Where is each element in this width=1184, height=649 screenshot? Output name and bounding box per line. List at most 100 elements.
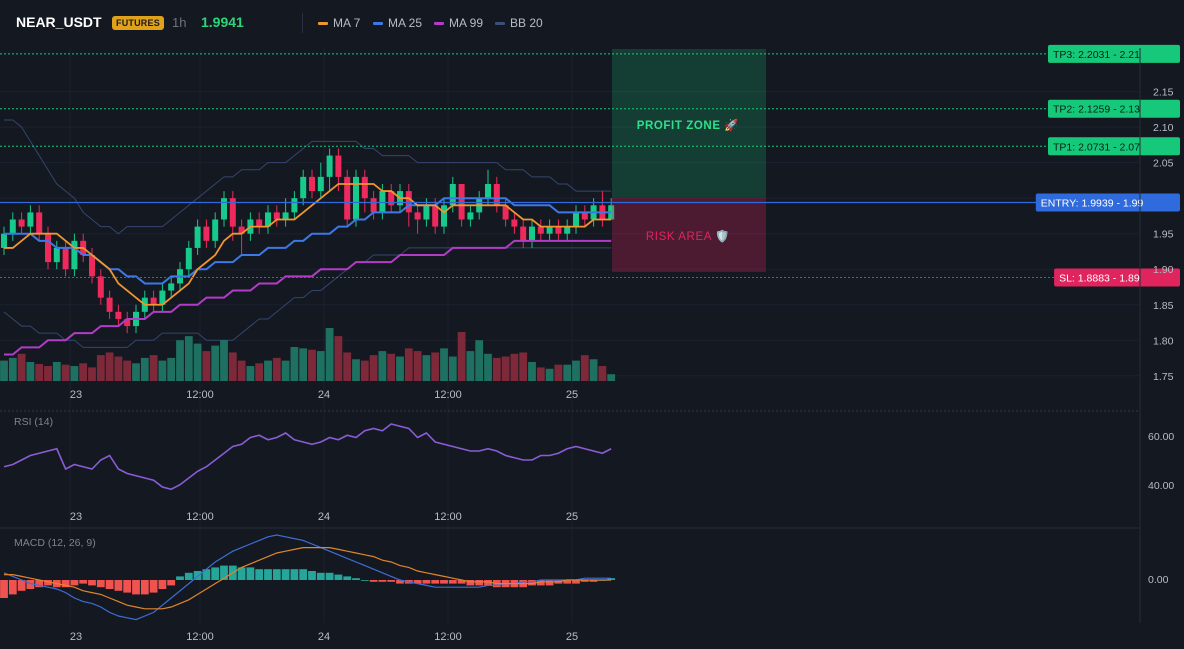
price-tick: 2.15 xyxy=(1153,87,1174,99)
candle xyxy=(485,169,491,206)
volume-bar xyxy=(396,356,404,381)
volume-bar xyxy=(79,363,88,381)
macd-histogram-bar xyxy=(580,580,589,582)
candle-body xyxy=(53,247,60,263)
volume-bar xyxy=(246,366,255,381)
candle-body xyxy=(238,226,245,234)
candle xyxy=(168,276,175,298)
rsi-panel[interactable] xyxy=(3,423,612,491)
time-tick: 25 xyxy=(566,389,578,401)
volume-bar xyxy=(316,351,325,381)
volume-bar xyxy=(211,345,220,381)
macd-histogram-bar xyxy=(35,580,44,588)
candle xyxy=(27,205,34,234)
tp2-tag xyxy=(1048,99,1180,118)
time-tick: 12:00 xyxy=(434,631,462,643)
candle-body xyxy=(309,176,315,192)
candle xyxy=(256,212,263,234)
candle-body xyxy=(273,212,280,220)
candle-body xyxy=(1,233,7,248)
ma99-swatch-icon xyxy=(434,22,444,26)
legend-bb20[interactable]: BB 20 xyxy=(495,16,543,30)
macd-histogram-bar xyxy=(70,580,79,586)
macd-histogram-bar xyxy=(272,569,281,580)
time-axes: 23 12:00 24 12:00 25 23 12:00 24 12:00 25 23 12:00 2… xyxy=(70,389,578,643)
candle-body xyxy=(291,198,298,213)
macd-panel[interactable] xyxy=(0,534,616,621)
rsi-title: RSI (14) xyxy=(14,416,53,428)
volume-bar xyxy=(193,343,202,381)
macd-signal-line xyxy=(4,546,612,610)
volume-bar xyxy=(457,332,466,381)
volume-bar xyxy=(572,360,580,381)
macd-histogram-bar xyxy=(299,569,308,580)
macd-histogram-bar xyxy=(563,580,572,584)
candle-body xyxy=(423,205,430,220)
tp3-tag xyxy=(1048,44,1180,63)
candle xyxy=(379,183,386,220)
macd-histogram-bar xyxy=(61,580,70,588)
candle xyxy=(467,205,474,227)
timeframe-label[interactable]: 1h xyxy=(172,15,187,30)
candle-body xyxy=(573,212,579,227)
volume-bar xyxy=(176,340,184,381)
macd-histogram-bar xyxy=(440,580,448,584)
volume-bar xyxy=(35,364,44,381)
risk-zone-label: RISK AREA 🛡️ xyxy=(646,229,730,243)
volume-bar xyxy=(255,363,264,381)
legend-ma99[interactable]: MA 99 xyxy=(434,16,483,30)
volume-bar xyxy=(220,340,228,381)
macd-histogram-bar xyxy=(572,580,580,584)
candle xyxy=(62,240,69,277)
legend-ma25-label: MA 25 xyxy=(388,16,423,30)
macd-histogram-bar xyxy=(255,569,264,580)
volume-bar xyxy=(272,357,281,381)
candle-body xyxy=(344,176,351,220)
entry-tag xyxy=(1035,193,1180,212)
legend-ma25[interactable]: MA 25 xyxy=(373,16,422,30)
volume-bar xyxy=(325,327,334,381)
candle-body xyxy=(9,219,16,234)
candle-body xyxy=(564,226,571,234)
candle-body xyxy=(546,226,553,234)
candle-body xyxy=(159,290,166,305)
candle xyxy=(599,191,606,227)
macd-histogram-bar xyxy=(308,571,316,580)
price-tick: 1.95 xyxy=(1153,229,1174,241)
volume-bar xyxy=(299,348,308,381)
macd-histogram-bar xyxy=(220,565,228,580)
macd-histogram-bar xyxy=(343,576,352,580)
volume-bar xyxy=(132,363,140,381)
volume-bar xyxy=(580,355,589,381)
time-tick: 23 xyxy=(70,511,82,523)
candle-body xyxy=(458,183,465,220)
volume-bar xyxy=(44,366,52,381)
tp1-tag xyxy=(1048,137,1180,156)
profit-zone-label: PROFIT ZONE 🚀 xyxy=(637,118,740,132)
candle xyxy=(97,269,104,305)
price-tick: 1.90 xyxy=(1153,264,1174,276)
macd-histogram-bar xyxy=(484,580,492,586)
volume-bar xyxy=(0,360,8,381)
symbol-name[interactable]: NEAR_USDT xyxy=(16,14,102,30)
volume-bar xyxy=(8,357,17,381)
time-tick: 25 xyxy=(566,511,578,523)
bb-upper-line xyxy=(4,119,612,235)
legend-ma7[interactable]: MA 7 xyxy=(318,16,360,30)
sl-tag xyxy=(1054,268,1180,287)
candle xyxy=(238,219,245,256)
candle xyxy=(344,169,351,227)
candle-body xyxy=(353,176,359,220)
macd-histogram-bar xyxy=(545,580,554,586)
price-tick: 1.75 xyxy=(1153,371,1174,383)
candle-body xyxy=(361,176,368,199)
candle-body xyxy=(106,297,113,312)
volume-bar xyxy=(290,347,299,381)
macd-histogram-bar xyxy=(290,569,299,580)
macd-histogram-bar xyxy=(246,567,255,580)
candle-body xyxy=(335,155,342,177)
macd-histogram-bar xyxy=(193,571,202,580)
candle xyxy=(1,226,7,256)
candle-body xyxy=(229,198,236,227)
